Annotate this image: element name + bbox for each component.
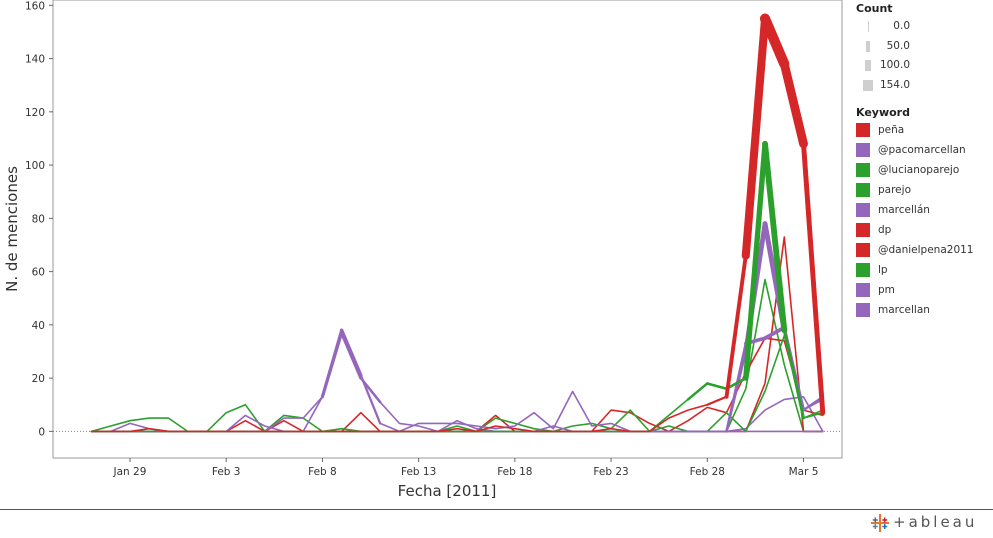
- count-legend-item: 50.0: [856, 38, 993, 58]
- count-legend-label: 154.0: [879, 78, 910, 91]
- keyword-legend-label: peña: [878, 124, 905, 136]
- keyword-color-swatch: [856, 303, 870, 317]
- keyword-legend-item[interactable]: marcellan: [856, 301, 993, 321]
- y-tick-label: 140: [25, 54, 45, 66]
- count-legend-item: 0.0: [856, 18, 993, 38]
- y-axis: 0 20 40 60 80 100 120 140 160: [25, 0, 53, 438]
- x-tick-label: Feb 8: [308, 466, 337, 478]
- keyword-legend-label: @danielpena2011: [878, 244, 974, 256]
- y-tick-label: 160: [25, 0, 45, 12]
- keyword-legend-item[interactable]: @lucianoparejo: [856, 161, 993, 181]
- count-size-swatch: [864, 60, 872, 71]
- tableau-brand-text: +ableau: [893, 513, 978, 531]
- keyword-legend: peña @pacomarcellan @lucianoparejo parejo ma…: [856, 121, 993, 321]
- keyword-legend-item[interactable]: marcellán: [856, 201, 993, 221]
- count-legend-title: Count: [856, 2, 893, 15]
- series-segment: [762, 140, 788, 334]
- keyword-legend-item[interactable]: @pacomarcellan: [856, 141, 993, 161]
- series-segment: [759, 13, 790, 69]
- series-segment: [706, 395, 728, 406]
- keyword-legend-item[interactable]: lp: [856, 261, 993, 281]
- keyword-legend-item[interactable]: parejo: [856, 181, 993, 201]
- y-tick-label: 60: [32, 267, 45, 279]
- series-segment: [741, 14, 770, 260]
- series-segment: [686, 382, 709, 401]
- y-tick-label: 120: [25, 107, 45, 119]
- keyword-color-swatch: [856, 203, 870, 217]
- plot-area: [52, 0, 843, 459]
- series-segment: [320, 328, 344, 399]
- x-tick-label: Feb 3: [212, 466, 241, 478]
- y-axis-title: N. de menciones: [3, 166, 21, 292]
- y-tick-label: 80: [32, 213, 45, 225]
- count-legend: 0.0 50.0 100.0 154.0: [856, 18, 993, 96]
- series-segment: [743, 141, 768, 381]
- series-segment: [801, 141, 826, 416]
- keyword-legend-title: Keyword: [856, 106, 910, 119]
- series-layer: [90, 13, 826, 433]
- tableau-logo-icon: [871, 514, 889, 532]
- keyword-legend-label: dp: [878, 224, 892, 236]
- keyword-legend-label: marcellán: [878, 204, 930, 216]
- series-segment: [705, 382, 728, 391]
- count-legend-label: 50.0: [886, 39, 910, 52]
- series-segment: [359, 374, 382, 425]
- keyword-legend-item[interactable]: peña: [856, 121, 993, 141]
- x-tick-label: Jan 29: [113, 466, 147, 478]
- y-tick-label: 20: [32, 373, 45, 385]
- x-tick-label: Mar 5: [789, 466, 819, 478]
- keyword-color-swatch: [856, 243, 870, 257]
- count-size-swatch: [866, 40, 870, 52]
- series-segment: [763, 325, 787, 341]
- keyword-color-swatch: [856, 183, 870, 197]
- series-segment: [724, 253, 748, 399]
- keyword-color-swatch: [856, 223, 870, 237]
- keyword-color-swatch: [856, 283, 870, 297]
- x-tick-label: Feb 13: [401, 466, 436, 478]
- keyword-legend-item[interactable]: @danielpena2011: [856, 241, 993, 261]
- keyword-legend-item[interactable]: dp: [856, 221, 993, 241]
- keyword-legend-label: @lucianoparejo: [878, 164, 960, 176]
- x-axis-title: Fecha [2011]: [398, 482, 497, 500]
- count-legend-item: 154.0: [856, 77, 993, 97]
- series-segment: [339, 328, 363, 378]
- keyword-color-swatch: [856, 163, 870, 177]
- x-axis: Jan 29 Feb 3 Feb 8 Feb 13 Feb 18 Feb 23 Feb 28…: [113, 458, 819, 478]
- series-segment: [725, 350, 748, 433]
- count-size-swatch: [867, 21, 869, 32]
- x-tick-label: Feb 23: [593, 466, 628, 478]
- keyword-legend-label: pm: [878, 284, 895, 296]
- keyword-color-swatch: [856, 143, 870, 157]
- keyword-legend-label: lp: [878, 264, 888, 276]
- x-tick-label: Feb 18: [497, 466, 532, 478]
- series-segment: [782, 328, 805, 420]
- count-legend-item: 100.0: [856, 57, 993, 77]
- series-line-pe-a: [90, 17, 824, 433]
- footer-divider: [0, 509, 993, 510]
- line-chart: 0 20 40 60 80 100 120 140 160 Jan 29 Feb 3 Feb 8 Fe…: [3, 0, 843, 500]
- y-tick-label: 100: [25, 160, 45, 172]
- keyword-legend-label: marcellan: [878, 304, 930, 316]
- count-legend-label: 0.0: [893, 20, 910, 32]
- legend: Count 0.0 50.0 100.0 154.0 Keyword peña @pac…: [856, 0, 993, 321]
- count-size-swatch: [863, 79, 873, 91]
- keyword-legend-item[interactable]: pm: [856, 281, 993, 301]
- y-tick-label: 40: [32, 320, 45, 332]
- keyword-legend-label: @pacomarcellan: [878, 144, 966, 156]
- x-tick-label: Feb 28: [690, 466, 725, 478]
- series-segment: [779, 59, 808, 149]
- count-legend-label: 100.0: [879, 59, 910, 71]
- keyword-color-swatch: [856, 263, 870, 277]
- keyword-legend-label: parejo: [878, 184, 911, 196]
- y-tick-label: 0: [38, 426, 45, 438]
- keyword-color-swatch: [856, 123, 870, 137]
